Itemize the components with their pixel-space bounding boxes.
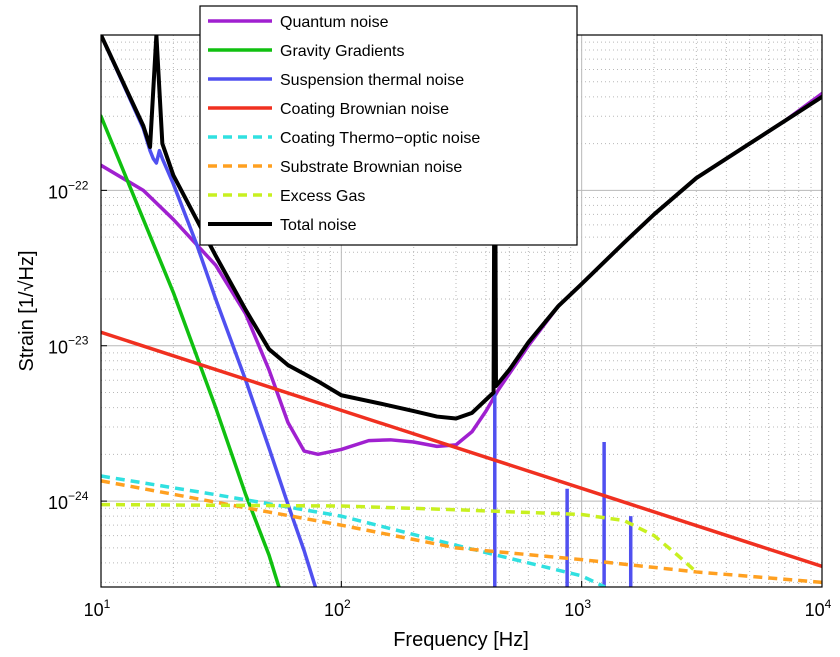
legend-label: Substrate Brownian noise <box>280 159 462 176</box>
series-line-gravity-gradients <box>101 114 281 587</box>
series-line-coating-thermo-optic-noise <box>101 474 606 587</box>
series-line-suspension-thermal-noise <box>101 35 318 587</box>
x-tick-label: 104 <box>805 597 832 620</box>
legend-box <box>199 5 578 246</box>
y-axis-label: Strain [1/√Hz] <box>16 250 38 371</box>
series-line-excess-gas <box>101 502 698 574</box>
series-group <box>101 35 822 587</box>
legend-label: Excess Gas <box>280 188 365 205</box>
y-tick-label: 10−22 <box>48 178 89 202</box>
legend-label: Quantum noise <box>280 14 389 31</box>
y-tick-label: 10−24 <box>48 489 89 513</box>
x-tick-label: 102 <box>324 597 351 620</box>
x-tick-label: 103 <box>564 597 591 620</box>
series-line-total-noise <box>101 35 822 421</box>
legend-label: Gravity Gradients <box>280 43 404 60</box>
legend-label: Suspension thermal noise <box>280 72 464 89</box>
legend-label: Coating Brownian noise <box>280 101 449 118</box>
x-tick-label: 101 <box>84 597 111 620</box>
legend: Quantum noise Gravity Gradients Suspension… <box>199 5 578 246</box>
x-axis-label: Frequency [Hz] <box>393 629 529 651</box>
legend-label: Coating Thermo−optic noise <box>280 130 480 147</box>
series-line-coating-brownian-noise <box>101 330 822 569</box>
y-tick-label: 10−23 <box>48 334 89 358</box>
series-line-substrate-brownian-noise <box>101 479 822 585</box>
legend-label: Total noise <box>280 217 357 234</box>
